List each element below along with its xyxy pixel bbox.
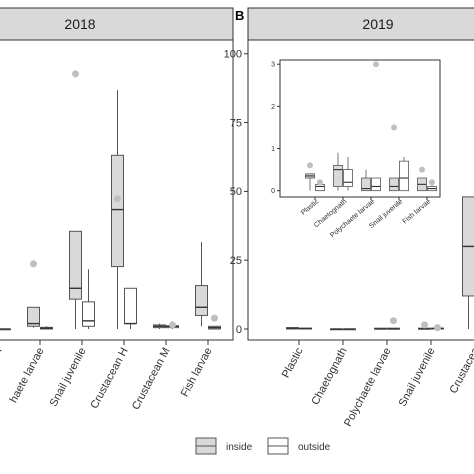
inset-polychaete-larvae-outside-outlier-0	[373, 61, 379, 68]
inset-y-axis: 0 1 2 3	[271, 62, 280, 195]
panel-2018-crustacean-h-inside-outlier-0	[114, 195, 121, 203]
panel-2019-snail-juvenile-inside-outlier-0	[421, 321, 428, 329]
panel-2018-fish-larvae-outside-outlier-0	[211, 314, 218, 322]
inset-plot-area	[279, 59, 441, 198]
inset-y-tick-label-1: 1	[271, 146, 275, 153]
panel-2018: 2018 n haete larvae Snail juvenile Crustace…	[0, 7, 234, 412]
panel-2019-x-ticks	[298, 340, 432, 345]
panel-2019-snail-juvenile-outside-outlier-0	[434, 324, 441, 332]
panel-2018-crustacean-m-outside-outlier-0	[169, 321, 176, 329]
panel-2018-x-label-snail-juvenile: Snail juvenile	[48, 346, 89, 409]
panel-2019-y-tick-label-75: 75	[230, 117, 242, 129]
panel-2019-x-label-crustacean-h: Crustacea	[448, 345, 474, 396]
panel-2019-x-label-snail-juvenile: Snail juvenile	[397, 346, 438, 409]
panel-2019-strip	[247, 7, 474, 41]
panel-2019-y-axis: 0 25 50 75 100	[224, 49, 248, 336]
panel-2018-crustacean-h-inside-box	[111, 154, 124, 268]
inset-snail-juvenile-inside-outlier-0	[391, 124, 397, 131]
legend-outside-label: outside	[298, 442, 331, 453]
inset-marks	[305, 61, 437, 192]
panel-2019-title: 2019	[362, 16, 393, 32]
panel-2019-y-tick-label-0: 0	[236, 324, 242, 336]
inset-snail-juvenile-outside-box	[399, 160, 409, 192]
panel-2019-y-tick-label-100: 100	[224, 49, 242, 61]
panel-2018-x-label-fish-larvae: Fish larvae	[179, 346, 215, 399]
panel-2019-y-tick-label-50: 50	[230, 186, 242, 198]
panel-2018-x-label-polychaete-larvae: haete larvae	[8, 346, 47, 405]
panel-2018-fish-larvae-inside-box	[195, 285, 208, 316]
inset-polychaete-larvae-outside-box	[371, 177, 381, 192]
panel-2018-x-label-chaetognath: n	[0, 346, 5, 357]
legend: inside outside	[195, 437, 331, 455]
panel-2018-crustacean-h-outside-box	[124, 287, 137, 325]
panel-2019-polychaete-larvae-outside-outlier-0	[390, 317, 397, 325]
panel-2018-snail-juvenile-inside-box	[69, 230, 82, 300]
panel-2018-marks	[0, 70, 221, 331]
inset-plastic-outside-box	[315, 183, 325, 192]
inset-snail-juvenile-inside-box	[389, 177, 399, 192]
inset-fish-larvae-outside-outlier-0	[429, 179, 435, 186]
panel-2018-polychaete-larvae-inside-box	[27, 306, 40, 327]
panel-2018-snail-juvenile-inside-outlier-0	[72, 70, 79, 78]
panel-2019-marks	[286, 196, 474, 332]
panel-2019-x-label-polychaete-larvae: Polychaete larvae	[342, 346, 394, 429]
inset-y-tick-label-2: 2	[271, 104, 275, 111]
panel-2019-y-tick-label-25: 25	[230, 255, 242, 267]
panel-2018-x-label-crustacean-h: Crustacean H	[88, 346, 130, 411]
panel-2018-x-ticks	[39, 340, 209, 345]
panel-b-letter: B	[235, 8, 244, 23]
panel-2018-strip	[0, 7, 234, 41]
inset-chaetognath-inside-box	[333, 164, 343, 187]
panel-2019-x-label-chaetognath: Chaetognath	[309, 346, 349, 407]
panel-2019-x-label-plastic: Plastic	[280, 345, 306, 380]
inset-plastic-inside-outlier-0	[307, 162, 313, 169]
panel-2018-title: 2018	[64, 16, 95, 32]
panel-2018-x-label-crustacean-m: Crustacean M	[130, 346, 173, 412]
panel-2018-polychaete-larvae-inside-outlier-0	[30, 260, 37, 268]
inset-chaetognath-outside-box	[343, 169, 353, 187]
panel-2019: B 2019 0 25 50 75 100 Plastic ChaetognathPoly…	[224, 7, 474, 429]
inset-x-ticks	[314, 197, 428, 200]
legend-inside-label: inside	[226, 442, 253, 453]
inset-y-tick-label-0: 0	[271, 188, 275, 195]
inset-plastic-outside-outlier-0	[317, 179, 323, 186]
panel-2018-snail-juvenile-outside-box	[82, 301, 95, 327]
inset-y-tick-label-3: 3	[271, 62, 275, 69]
inset-fish-larvae-inside-outlier-0	[419, 166, 425, 173]
inset-polychaete-larvae-inside-box	[361, 177, 371, 192]
